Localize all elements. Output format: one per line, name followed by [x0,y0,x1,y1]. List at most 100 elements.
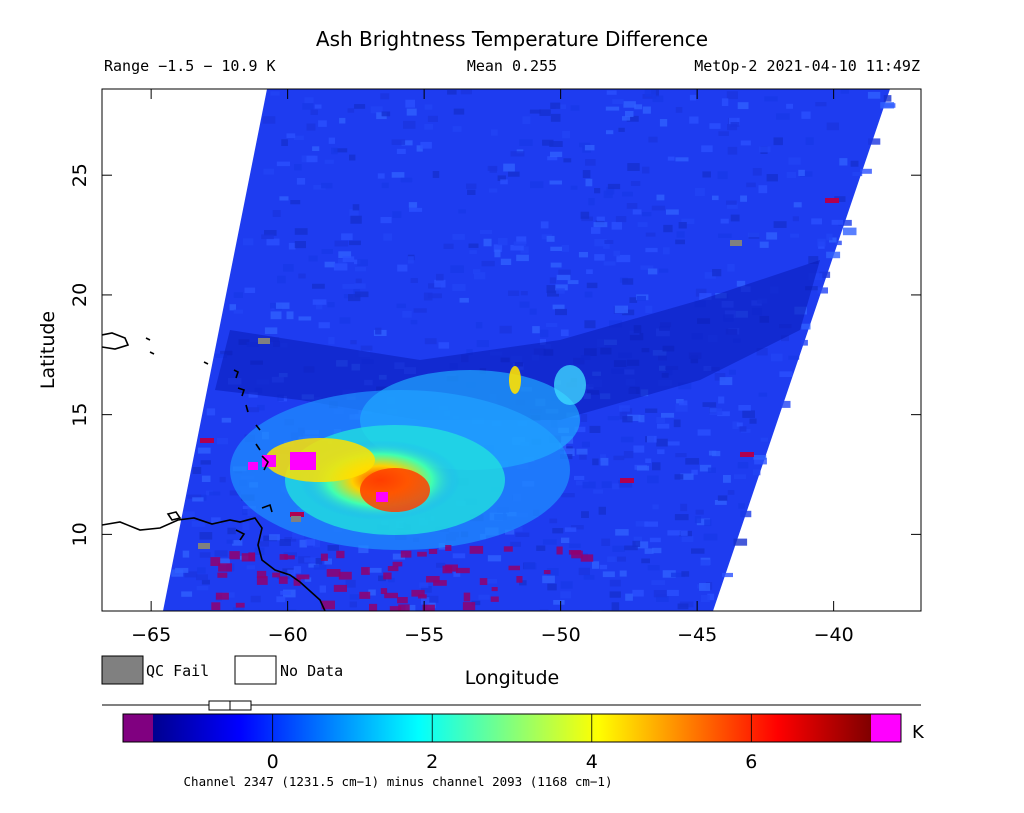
swath-pixel [662,247,670,255]
swath-pixel [515,532,530,537]
swath-pixel [666,589,679,596]
swath-pixel [632,540,641,547]
swath-pixel [609,591,621,598]
swath-pixel [788,355,800,360]
negative-pixel [479,578,488,585]
swath-pixel [286,133,296,139]
swath-pixel [883,95,892,102]
swath-pixel [349,154,356,161]
negative-pixel [490,596,499,602]
swath-pixel [396,148,406,154]
swath-pixel [811,218,822,225]
swath-pixel [649,537,661,543]
swath-pixel [647,565,660,571]
swath-pixel [674,514,689,521]
swath-pixel [773,137,783,146]
qc-fail-legend: QC Fail [101,655,209,685]
swath-pixel [328,137,335,144]
swath-pixel [405,604,416,611]
swath-pixel [483,238,492,247]
colorbar-tick-label: 4 [586,751,598,773]
swath-pixel [651,205,666,211]
x-tick-label: −40 [814,624,854,646]
swath-pixel [667,530,681,536]
swath-pixel [226,539,234,544]
swath-pixel [232,607,245,611]
swath-pixel [519,301,530,308]
swath-pixel [513,241,526,246]
swath-pixel [355,278,362,284]
swath-pixel [826,251,841,259]
colorbar-caption: Channel 2347 (1231.5 cm−1) minus channel… [184,774,613,789]
no-data-swatch [234,655,277,685]
swath-pixel [219,476,226,483]
swath-pixel [245,407,260,413]
swath-pixel [424,338,437,345]
swath-pixel [615,529,629,536]
swath-pixel [709,123,721,129]
swath-pixel [599,564,608,570]
negative-pixel [556,546,563,555]
swath-pixel [529,308,537,315]
swath-pixel [613,250,620,257]
swath-pixel [659,119,668,127]
swath-pixel [584,320,596,329]
swath-pixel [633,445,645,453]
swath-pixel [648,136,658,143]
swath-pixel [717,411,730,417]
swath-pixel [603,190,613,199]
swath-pixel [788,157,801,165]
swath-pixel [626,115,639,122]
swath-pixel [584,291,593,298]
swath-pixel [700,594,710,602]
swath-pixel [242,238,254,246]
swath-pixel [270,311,282,320]
colorbar-frame [122,713,902,743]
swath-pixel [556,274,571,281]
swath-pixel [519,139,533,146]
swath-pixel [200,460,211,465]
swath-pixel [199,532,213,540]
swath-pixel [718,396,725,404]
swath-pixel [182,550,190,558]
swath-pixel [452,233,465,240]
swath-pixel [285,609,297,611]
swath-pixel [838,219,852,226]
swath-pixel [727,263,735,272]
swath-pixel [614,305,628,314]
swath-pixel [776,113,790,120]
swath-pixel [586,282,598,289]
swath-pixel [201,475,211,482]
swath-pixel [560,329,569,337]
swath-pixel [406,108,417,116]
swath-pixel [575,480,589,486]
swath-pixel [601,481,612,488]
swath-pixel [489,188,498,193]
x-tick-label: −55 [404,624,444,646]
swath-pixel [603,261,616,266]
swath-pixel [677,603,689,610]
negative-pixel [508,565,520,571]
swath-pixel [339,117,346,124]
swath-pixel [740,510,752,518]
swath-pixel [738,503,745,509]
swath-pixel [642,212,652,217]
swath-pixel [403,120,416,129]
swath-pixel [377,173,385,179]
swath-pixel [614,556,626,562]
source-label: MetOp-2 2021-04-10 11:49Z [694,57,920,75]
swath-pixel [657,423,670,429]
swath-pixel [550,113,561,122]
swath-pixel [511,526,523,532]
swath-pixel [327,545,339,551]
swath-pixel [726,203,738,209]
swath-pixel [262,116,276,124]
swath-pixel [805,137,814,145]
swath-pixel [563,158,572,163]
swath-pixel [667,156,675,161]
swath-pixel [815,102,827,107]
swath-pixel [714,500,727,505]
swath-pixel [578,252,588,258]
swath-pixel [497,175,506,181]
swath-pixel [341,233,353,241]
